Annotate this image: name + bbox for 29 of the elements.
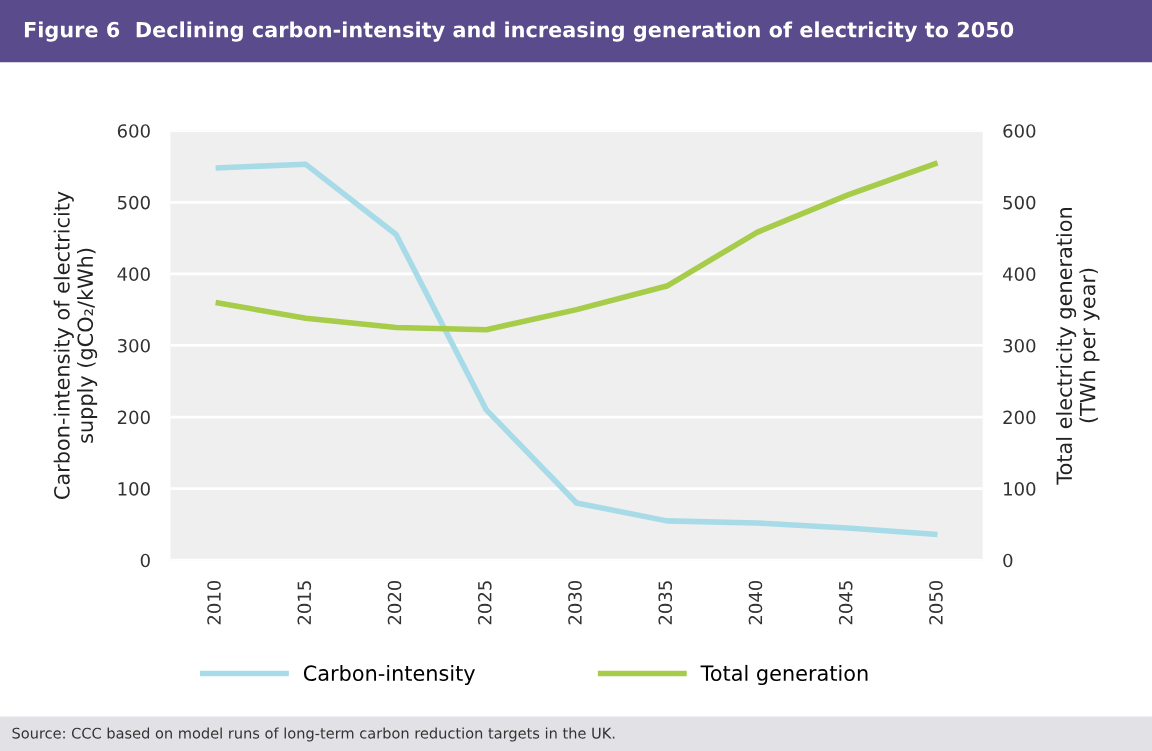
y2-tick-label: 100 bbox=[1004, 482, 1036, 496]
chart-title: Figure 6 Declining carbon-intensity and increasing generation of electricity to 2050 bbox=[24, 21, 1014, 42]
x-tick-label: 2015 bbox=[297, 581, 312, 625]
y2-tick-label: 400 bbox=[1002, 267, 1036, 281]
y-axis-title: Carbon-intensity of electricity supply (gCO₂/kWh) bbox=[53, 191, 98, 499]
x-tick-label: 2020 bbox=[387, 580, 402, 625]
y2-axis-title: Total electricity generation (TWh per year) bbox=[1056, 208, 1100, 485]
x-tick-label: 2010 bbox=[207, 580, 221, 625]
x-tick-label: 2030 bbox=[568, 580, 582, 625]
y-tick-label: 400 bbox=[117, 267, 150, 281]
x-tick-label: 2035 bbox=[658, 581, 673, 625]
x-tick-label: 2045 bbox=[838, 581, 853, 625]
y2-tick-label: 300 bbox=[1003, 338, 1036, 353]
legend-label: Total generation bbox=[700, 664, 868, 686]
y-tick-label: 100 bbox=[118, 482, 150, 496]
x-tick-label: 2050 bbox=[929, 580, 943, 625]
x-tick-label: 2040 bbox=[748, 580, 763, 625]
legend-label: Carbon-intensity bbox=[303, 664, 476, 686]
y-tick-label: 600 bbox=[117, 124, 150, 138]
y2-tick-label: 600 bbox=[1003, 124, 1036, 138]
y2-tick-label: 500 bbox=[1003, 195, 1036, 210]
y-tick-label: 300 bbox=[117, 338, 150, 353]
x-tick-label: 2025 bbox=[477, 581, 492, 625]
y2-tick-label: 200 bbox=[1003, 410, 1036, 425]
source-note: Source: CCC based on model runs of long-term carbon reduction targets in the UK. bbox=[12, 727, 615, 742]
y2-tick-label: 0 bbox=[1003, 553, 1013, 568]
y-tick-label: 500 bbox=[117, 195, 150, 210]
y-tick-label: 0 bbox=[140, 553, 150, 568]
y-tick-label: 200 bbox=[117, 410, 150, 425]
